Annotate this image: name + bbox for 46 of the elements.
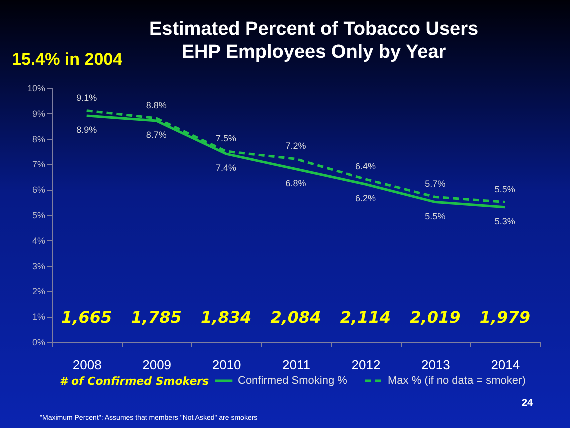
- y-tick-label: 9%: [32, 108, 46, 119]
- y-tick-label: 8%: [32, 134, 46, 144]
- y-tick-label: 3%: [32, 261, 46, 272]
- data-label: 5.5%: [425, 211, 446, 222]
- data-label: 5.3%: [494, 216, 516, 226]
- x-tick-label: 2013: [421, 358, 450, 372]
- data-label: 5.7%: [425, 179, 446, 190]
- x-tick-label: 2009: [142, 358, 172, 372]
- data-label: 6.4%: [355, 161, 376, 172]
- annotation: 2,084: [270, 308, 322, 327]
- data-label: 9.1%: [76, 92, 98, 103]
- data-label: 7.2%: [286, 141, 306, 152]
- text: 24: [522, 398, 534, 409]
- annotation: 1,665: [62, 308, 112, 327]
- data-label: 8.9%: [76, 124, 98, 135]
- x-tick-label: 2012: [352, 358, 381, 372]
- data-label: 8.8%: [146, 100, 167, 110]
- data-label: 6.2%: [355, 194, 376, 204]
- data-label: 5.5%: [494, 184, 516, 194]
- x-tick-label: 2014: [491, 358, 520, 372]
- annotation: 2,019: [410, 308, 461, 327]
- text: 15.4% in 2004: [12, 50, 123, 70]
- annotation: 1,785: [131, 308, 182, 327]
- y-tick-label: 6%: [32, 185, 46, 196]
- x-tick-label: 2010: [212, 358, 242, 372]
- y-tick-label: 7%: [32, 160, 46, 170]
- text: EHP Employees Only by Year: [182, 42, 446, 63]
- legend-label: Max % (if no data = smoker): [388, 375, 526, 387]
- data-label: 7.5%: [216, 134, 237, 144]
- annotation: 2,114: [340, 308, 392, 327]
- legend-label: Confirmed Smoking %: [238, 375, 348, 387]
- y-tick-label: 0%: [32, 338, 46, 348]
- x-tick-label: 2008: [72, 358, 102, 372]
- text: Estimated Percent of Tobacco Users: [149, 19, 479, 40]
- annotation: 1,979: [480, 308, 530, 327]
- y-tick-label: 4%: [32, 236, 46, 246]
- x-tick-label: 2011: [282, 358, 310, 372]
- y-tick-label: 2%: [32, 286, 46, 297]
- data-label: 6.8%: [286, 178, 306, 188]
- y-tick-label: 1%: [32, 312, 46, 322]
- text: # of Confirmed Smokers: [60, 375, 210, 388]
- data-label: 7.4%: [216, 163, 237, 174]
- y-tick-label: 10%: [27, 84, 46, 94]
- data-label: 8.7%: [146, 130, 167, 140]
- y-tick-label: 5%: [32, 210, 46, 220]
- annotation: 1,834: [200, 308, 252, 327]
